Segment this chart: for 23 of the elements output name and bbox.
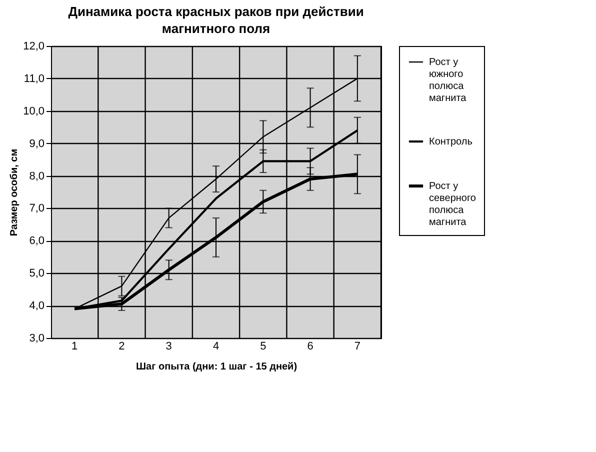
y-tick-label: 8,0	[29, 170, 44, 182]
x-axis-title: Шаг опыта (дни: 1 шаг - 15 дней)	[136, 362, 298, 372]
y-tick-label: 5,0	[29, 268, 44, 280]
y-tick-label: 9,0	[29, 138, 44, 150]
legend-label: Рост у северного полюса магнита	[429, 181, 476, 228]
y-tick-label: 6,0	[29, 235, 44, 248]
x-tick-label: 3	[166, 340, 172, 352]
x-tick-label: 5	[260, 340, 266, 352]
y-tick-label: 10,0	[23, 105, 44, 118]
x-tick-label: 7	[354, 340, 360, 352]
y-tick-label: 3,0	[29, 332, 44, 344]
x-tick-label: 1	[72, 340, 78, 352]
legend-label: Рост у южного полюса магнита	[429, 57, 467, 104]
y-tick-label: 12,0	[23, 40, 44, 52]
x-tick-label: 6	[307, 340, 314, 352]
x-tick-label: 4	[212, 340, 220, 352]
y-tick-label: 4,0	[29, 300, 44, 312]
legend-label: Контроль	[429, 136, 472, 148]
chart-title: Динамика роста красных раков при действии магнитного поля	[68, 4, 364, 36]
y-tick-label: 11,0	[24, 72, 44, 85]
y-axis-title: Размер особи, см	[9, 148, 20, 236]
x-tick-label: 2	[118, 340, 125, 352]
y-tick-label: 7,0	[29, 202, 44, 215]
